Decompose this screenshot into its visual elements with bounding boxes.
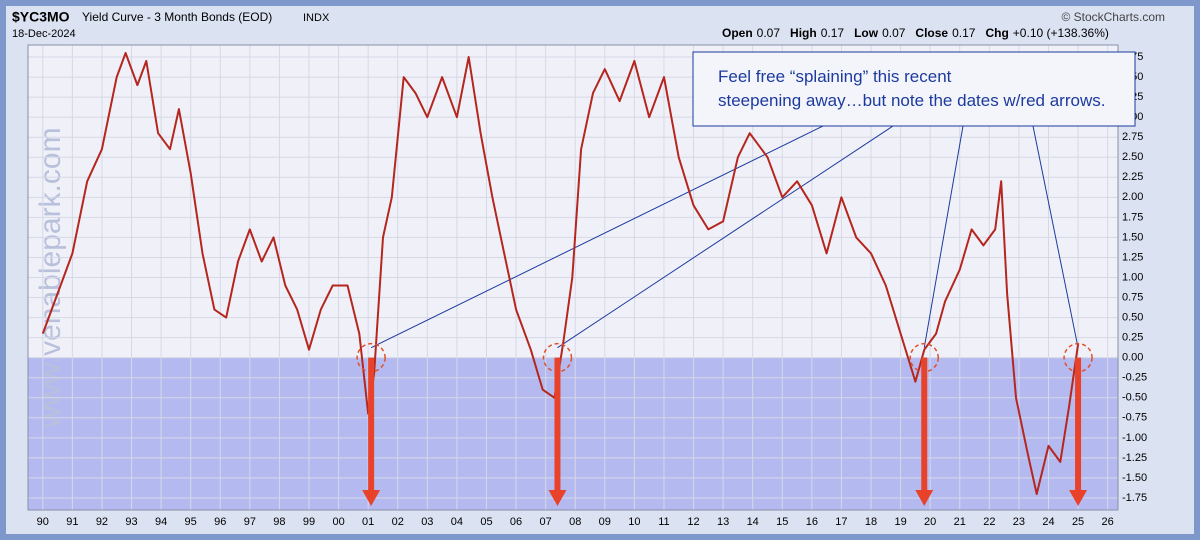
annotation-box — [692, 51, 1136, 127]
exchange: INDX — [303, 12, 330, 24]
x-tick-label: 24 — [1042, 516, 1054, 528]
annotation: Feel free “splaining” this recent steepen… — [718, 67, 1105, 110]
x-tick-label: 98 — [273, 516, 285, 528]
y-tick-label: 1.50 — [1122, 231, 1143, 243]
y-tick-label: 1.00 — [1122, 271, 1143, 283]
x-tick-label: 90 — [37, 516, 49, 528]
stat-value: 0.07 — [757, 26, 781, 40]
x-tick-label: 02 — [392, 516, 404, 528]
x-tick-label: 18 — [865, 516, 877, 528]
y-tick-label: 0.00 — [1122, 352, 1143, 364]
y-tick-label: 0.50 — [1122, 311, 1143, 323]
x-tick-label: 01 — [362, 516, 374, 528]
source: © StockCharts.com — [1061, 10, 1165, 24]
x-tick-label: 21 — [954, 516, 966, 528]
red-arrow — [915, 357, 934, 506]
stats: Open 0.07 High 0.17 Low 0.07 Close 0.17 Chg +0.10… — [722, 26, 1109, 40]
y-tick-label: -1.00 — [1122, 432, 1147, 444]
x-tick-label: 09 — [599, 516, 611, 528]
red-arrow — [1069, 357, 1088, 506]
y-tick-label: 1.75 — [1122, 211, 1143, 223]
x-tick-label: 93 — [125, 516, 137, 528]
x-tick-label: 12 — [687, 516, 699, 528]
plot-border — [27, 44, 1119, 511]
date: 18-Dec-2024 — [12, 28, 76, 40]
y-tick-label: -1.50 — [1122, 472, 1147, 484]
y-tick-label: -1.75 — [1122, 492, 1147, 504]
x-tick-label: 04 — [451, 516, 463, 528]
x-tick-label: 13 — [717, 516, 729, 528]
y-tick-label: 0.75 — [1122, 291, 1143, 303]
symbol: $YC3MO — [12, 9, 70, 25]
y-tick-label: -0.50 — [1122, 392, 1147, 404]
stat-label: Close — [915, 26, 948, 40]
red-arrow — [548, 357, 567, 506]
x-tick-label: 19 — [894, 516, 906, 528]
x-tick-label: 97 — [244, 516, 256, 528]
red-arrow — [362, 357, 381, 506]
x-tick-label: 26 — [1102, 516, 1114, 528]
y-tick-label: 2.75 — [1122, 131, 1143, 143]
x-tick-label: 22 — [983, 516, 995, 528]
x-tick-label: 08 — [569, 516, 581, 528]
x-tick-label: 14 — [747, 516, 759, 528]
x-tick-label: 96 — [214, 516, 226, 528]
x-tick-label: 03 — [421, 516, 433, 528]
x-tick-label: 17 — [835, 516, 847, 528]
x-tick-label: 91 — [66, 516, 78, 528]
series-line — [41, 52, 1080, 495]
y-tick-label: 2.00 — [1122, 191, 1143, 203]
y-tick-label: 1.25 — [1122, 251, 1143, 263]
y-tick-label: -0.75 — [1122, 412, 1147, 424]
y-tick-label: 2.25 — [1122, 171, 1143, 183]
chart-title: Yield Curve - 3 Month Bonds (EOD) — [82, 10, 272, 24]
x-tick-label: 10 — [628, 516, 640, 528]
leader-line — [370, 125, 824, 349]
y-tick-label: 2.50 — [1122, 151, 1143, 163]
x-tick-label: 15 — [776, 516, 788, 528]
x-tick-label: 00 — [332, 516, 344, 528]
x-tick-label: 16 — [806, 516, 818, 528]
y-tick-label: -0.25 — [1122, 372, 1147, 384]
x-tick-label: 99 — [303, 516, 315, 528]
stat-value: 0.17 — [952, 26, 976, 40]
x-tick-label: 94 — [155, 516, 167, 528]
leader-line — [1032, 125, 1079, 348]
x-tick-label: 95 — [185, 516, 197, 528]
stat-label: Chg — [985, 26, 1008, 40]
leader-line — [923, 125, 964, 348]
x-tick-label: 23 — [1013, 516, 1025, 528]
x-tick-label: 06 — [510, 516, 522, 528]
stat-label: Low — [854, 26, 879, 40]
stat-label: High — [790, 26, 817, 40]
x-tick-label: 92 — [96, 516, 108, 528]
x-tick-label: 25 — [1072, 516, 1084, 528]
x-tick-label: 20 — [924, 516, 936, 528]
stat-value: 0.17 — [821, 26, 845, 40]
stat-label: Open — [722, 26, 753, 40]
x-tick-label: 07 — [540, 516, 552, 528]
leader-line — [557, 125, 894, 349]
x-tick-label: 11 — [658, 516, 669, 528]
negative-zone — [28, 357, 1118, 510]
stat-value: 0.07 — [882, 26, 906, 40]
y-tick-label: -1.25 — [1122, 452, 1147, 464]
plot: www.venablepark.com3.753.503.253.002.752… — [27, 44, 1147, 528]
y-tick-label: 0.25 — [1122, 332, 1143, 344]
x-tick-label: 05 — [480, 516, 492, 528]
stat-value: +0.10 (+138.36%) — [1013, 26, 1109, 40]
